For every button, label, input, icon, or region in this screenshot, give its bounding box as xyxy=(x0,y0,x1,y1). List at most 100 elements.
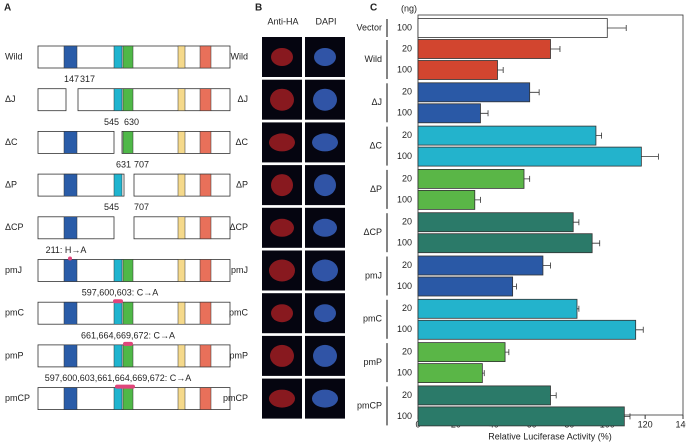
construct-label: ΔC xyxy=(5,137,18,147)
annotation: 147 xyxy=(64,74,79,84)
column-header: Anti-HA xyxy=(267,16,298,26)
row-label: ΔC xyxy=(235,137,248,147)
dose-label: 20 xyxy=(402,43,412,53)
domain xyxy=(113,259,123,282)
nucleus xyxy=(312,133,338,152)
group-label: pmP xyxy=(363,357,382,367)
mutation-marker xyxy=(115,384,135,389)
bar xyxy=(417,125,597,146)
dose-label: 20 xyxy=(402,346,412,356)
domain xyxy=(177,131,186,154)
group-label: ΔC xyxy=(369,140,382,150)
construct-box xyxy=(37,173,125,197)
error-bar xyxy=(595,132,603,139)
group-label: Vector xyxy=(356,22,382,32)
nucleus xyxy=(271,304,293,323)
error-bar xyxy=(550,46,561,52)
annotation: 597,600,603: C→A xyxy=(82,288,159,298)
domain xyxy=(177,344,186,368)
annotation: 661,664,669,672: C→A xyxy=(81,330,175,340)
row-label: ΔCP xyxy=(229,222,248,232)
mutation-marker xyxy=(113,299,123,304)
domain xyxy=(113,344,123,368)
annotation: 545 xyxy=(104,202,119,212)
nucleus xyxy=(269,133,295,152)
panel-label: A xyxy=(4,3,11,14)
dose-label: 100 xyxy=(397,411,412,421)
domain xyxy=(63,45,78,69)
bar xyxy=(417,60,498,80)
bar xyxy=(417,342,506,363)
annotation: 597,600,603,661,664,669,672: C→A xyxy=(45,373,192,383)
domain xyxy=(177,173,186,197)
domain xyxy=(113,301,123,325)
dose-label: 20 xyxy=(402,87,412,97)
nucleus xyxy=(313,88,337,111)
domain xyxy=(177,301,186,325)
domain xyxy=(199,387,212,410)
domain xyxy=(122,45,134,69)
dose-label: 20 xyxy=(402,260,412,270)
error-bar xyxy=(524,175,531,182)
domain xyxy=(122,387,134,410)
domain xyxy=(177,45,186,69)
domain xyxy=(113,173,123,197)
nucleus xyxy=(270,218,294,237)
x-tick-label: 120 xyxy=(638,419,653,429)
x-axis-label: Relative Luciferase Activity (%) xyxy=(488,431,612,441)
construct-label: pmJ xyxy=(5,265,22,275)
domain xyxy=(63,216,78,240)
domain xyxy=(63,131,78,154)
error-bar xyxy=(607,25,627,31)
domain xyxy=(122,88,134,111)
domain xyxy=(199,173,212,197)
domain xyxy=(63,344,78,368)
domain xyxy=(113,387,123,410)
bar xyxy=(417,255,544,276)
domain xyxy=(122,344,134,368)
domain xyxy=(122,259,134,282)
domain xyxy=(199,259,212,282)
error-bar xyxy=(512,283,517,290)
dose-label: 100 xyxy=(397,194,412,204)
row-label: ΔP xyxy=(236,179,248,189)
error-bar xyxy=(592,240,601,247)
bar xyxy=(417,363,483,384)
dose-label: 100 xyxy=(397,324,412,334)
construct-box xyxy=(121,130,231,154)
annotation: 545 xyxy=(104,117,119,127)
construct-box xyxy=(37,88,67,112)
unit-label: (ng) xyxy=(401,3,417,13)
domain xyxy=(113,88,123,111)
construct-label: Wild xyxy=(5,51,23,61)
construct-label: ΔJ xyxy=(5,94,16,104)
row-label: pmCP xyxy=(223,393,248,403)
construct-label: ΔP xyxy=(5,179,17,189)
mutation-marker xyxy=(68,256,72,261)
nucleus xyxy=(313,344,337,367)
domain xyxy=(177,387,186,410)
construct-label: pmP xyxy=(5,350,24,360)
construct-label: pmC xyxy=(5,308,25,318)
annotation: 707 xyxy=(134,159,149,169)
dose-label: 20 xyxy=(402,217,412,227)
group-label: ΔJ xyxy=(371,97,382,107)
x-tick-label: 140 xyxy=(675,419,686,429)
nucleus xyxy=(314,304,336,323)
bar xyxy=(417,82,531,103)
annotation: 630 xyxy=(124,117,139,127)
error-bar xyxy=(505,349,510,356)
dose-label: 20 xyxy=(402,303,412,313)
domain xyxy=(122,131,134,154)
domain xyxy=(122,301,134,325)
domain xyxy=(63,259,78,282)
domain xyxy=(177,259,186,282)
bar xyxy=(417,189,476,210)
error-bar xyxy=(550,392,557,399)
row-label: pmP xyxy=(229,350,248,360)
row-label: pmJ xyxy=(231,265,248,275)
bar xyxy=(417,233,593,254)
group-label: Wild xyxy=(365,54,383,64)
dose-label: 100 xyxy=(397,238,412,248)
